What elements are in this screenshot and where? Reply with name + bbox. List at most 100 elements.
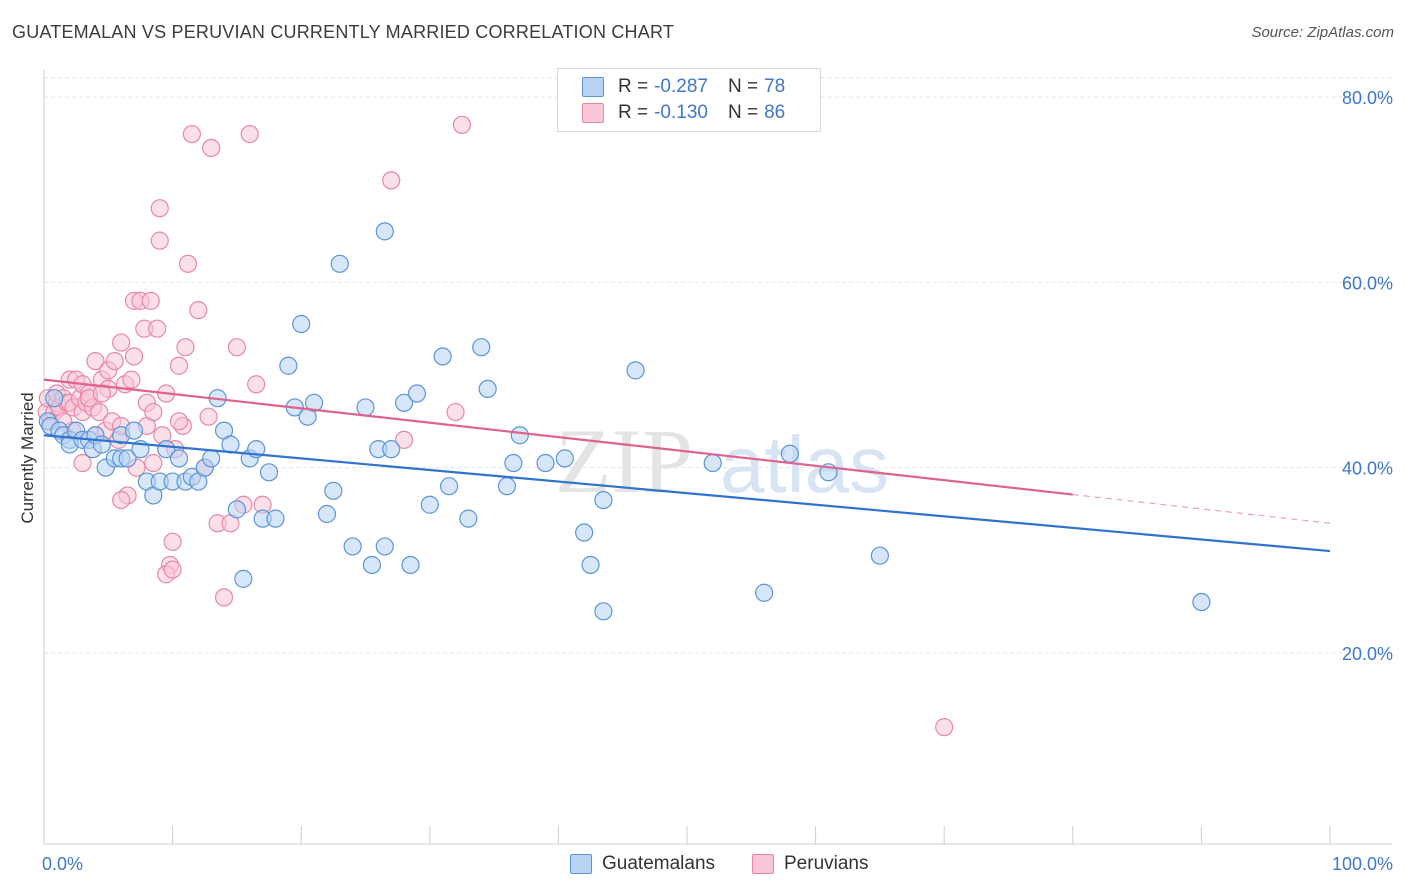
n-label: N = bbox=[727, 102, 759, 123]
guatemalan-point bbox=[169, 449, 189, 468]
peruvian-point bbox=[394, 430, 414, 449]
guatemalan-point bbox=[356, 398, 375, 417]
guatemalan-legend-label: Guatemalans bbox=[602, 853, 716, 874]
bottom-legend-peruvians: Peruvians bbox=[752, 852, 869, 876]
guatemalan-point bbox=[439, 477, 459, 496]
guatemalan-point bbox=[626, 361, 645, 380]
guatemalan-point bbox=[394, 393, 414, 412]
peruvian-legend-label: Peruvians bbox=[784, 853, 869, 874]
guatemalan-point bbox=[536, 453, 555, 473]
source-label: Source: ZipAtlas.com bbox=[1251, 24, 1394, 41]
guatemalan-point bbox=[362, 555, 382, 575]
guatemalan-point bbox=[510, 426, 529, 445]
guatemalan-point bbox=[504, 453, 523, 473]
peruvian-point bbox=[227, 338, 246, 357]
peruvian-point bbox=[240, 124, 259, 144]
y-axis-label: Currently Married bbox=[18, 392, 37, 523]
r-value: -0.287 bbox=[654, 76, 708, 97]
peruvian-point bbox=[446, 402, 465, 422]
peruvian-point bbox=[176, 338, 195, 357]
guatemalan-point bbox=[594, 491, 613, 510]
peruvian-swatch bbox=[582, 103, 604, 123]
guatemalan-point bbox=[292, 314, 311, 334]
guatemalan-point bbox=[433, 347, 452, 366]
guatemalan-point bbox=[401, 555, 420, 575]
x-tick-label: 0.0% bbox=[42, 854, 83, 874]
guatemalan-point bbox=[304, 393, 324, 412]
guatemalan-swatch bbox=[582, 77, 604, 97]
r-label: R = bbox=[618, 76, 649, 97]
guatemalan-point bbox=[497, 477, 517, 496]
guatemalan-point bbox=[1192, 592, 1211, 612]
guatemalan-point bbox=[382, 440, 401, 459]
peruvian-point bbox=[382, 171, 401, 190]
y-tick-label: 20.0% bbox=[1342, 644, 1393, 664]
guatemalan-point bbox=[555, 449, 574, 468]
bottom-legend-guatemalans: Guatemalans bbox=[570, 852, 715, 876]
guatemalan-point bbox=[266, 509, 285, 528]
chart-title: GUATEMALAN VS PERUVIAN CURRENTLY MARRIED… bbox=[12, 22, 675, 42]
guatemalan-point bbox=[575, 523, 594, 542]
guatemalan-point bbox=[420, 495, 439, 514]
peruvian-point bbox=[452, 115, 472, 134]
peruvian-point bbox=[86, 352, 105, 371]
guatemalan-point bbox=[330, 254, 349, 273]
peruvian-point bbox=[112, 333, 131, 352]
watermark-zip: ZIP bbox=[555, 410, 693, 512]
peruvian-point bbox=[189, 301, 208, 320]
guatemalan-point bbox=[472, 338, 491, 357]
y-tick-label: 40.0% bbox=[1342, 459, 1393, 479]
guatemalan-point bbox=[375, 222, 394, 241]
guatemalan-point bbox=[234, 569, 253, 588]
guatemalan-point bbox=[459, 509, 478, 528]
guatemalan-point bbox=[118, 449, 137, 468]
peruvian-point bbox=[73, 453, 92, 473]
peruvian-point bbox=[202, 138, 221, 158]
guatemalan-point bbox=[92, 435, 111, 454]
peruvian-point bbox=[90, 402, 109, 422]
peruvian-point bbox=[105, 352, 124, 371]
peruvian-point bbox=[935, 718, 954, 737]
guatemalan-point bbox=[343, 537, 362, 556]
correlation-legend: R = -0.287 N = 78 R = -0.130 N = 86 bbox=[557, 68, 821, 132]
peruvian-point bbox=[169, 412, 189, 431]
n-value: 78 bbox=[764, 76, 786, 97]
guatemalan-point bbox=[124, 421, 144, 440]
guatemalan-point bbox=[594, 602, 613, 621]
guatemalan-point bbox=[324, 481, 343, 500]
peruvian-swatch bbox=[752, 854, 774, 874]
guatemalan-point bbox=[227, 500, 246, 519]
guatemalan-point bbox=[317, 504, 337, 524]
peruvian-point bbox=[144, 453, 163, 473]
peruvian-point bbox=[141, 291, 160, 310]
x-tick-label: 100.0% bbox=[1332, 854, 1393, 874]
guatemalan-point bbox=[703, 453, 722, 473]
gridlines bbox=[44, 77, 1392, 654]
y-tick-label: 60.0% bbox=[1342, 273, 1393, 293]
peruvian-point bbox=[214, 588, 234, 607]
guatemalan-point bbox=[780, 444, 799, 463]
peruvian-point bbox=[169, 356, 189, 375]
guatemalan-point bbox=[755, 583, 774, 602]
peruvian-point bbox=[124, 347, 144, 366]
guatemalan-point bbox=[279, 356, 298, 375]
guatemalan-point bbox=[45, 389, 64, 408]
guatemalan-point bbox=[581, 555, 600, 575]
peruvian-point bbox=[150, 231, 169, 250]
legend-row-peruvians: R = -0.130 N = 86 bbox=[582, 101, 785, 125]
legend-row-guatemalans: R = -0.287 N = 78 bbox=[582, 75, 785, 99]
peruvian-point bbox=[163, 532, 182, 551]
peruvian-point bbox=[112, 491, 131, 510]
peruvian-point bbox=[163, 560, 182, 579]
peruvian-point bbox=[199, 407, 218, 426]
y-tick-label: 80.0% bbox=[1342, 88, 1393, 108]
peruvian-point bbox=[144, 402, 163, 422]
x-tick-labels: 0.0% 100.0% bbox=[42, 854, 1393, 874]
n-value: 86 bbox=[764, 102, 786, 123]
trend-line-solid bbox=[43, 378, 1073, 496]
guatemalan-point bbox=[202, 449, 221, 468]
guatemalan-point bbox=[870, 546, 890, 565]
peruvian-point bbox=[148, 319, 167, 338]
n-label: N = bbox=[727, 76, 759, 97]
